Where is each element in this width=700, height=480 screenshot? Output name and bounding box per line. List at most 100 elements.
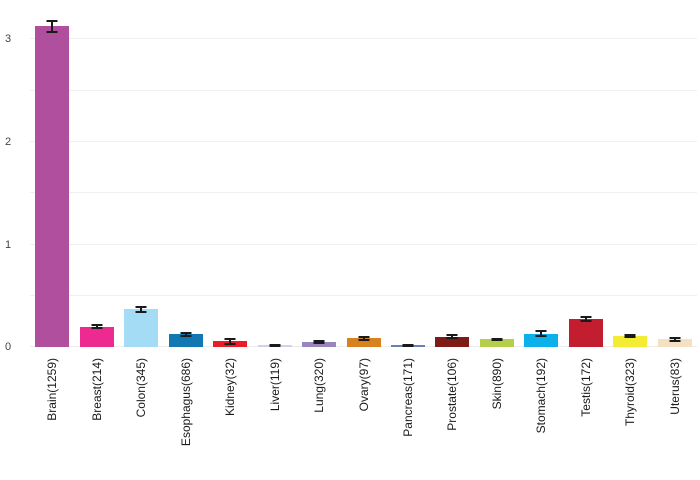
error-bar-cap-top-uterus xyxy=(669,336,681,339)
x-axis-label-slot: Brain(1259) xyxy=(30,358,74,446)
error-bar-breast xyxy=(95,324,98,329)
x-axis-label-colon: Colon(345) xyxy=(134,358,149,418)
bar-slot-kidney xyxy=(208,0,252,347)
bar-slot-prostate xyxy=(430,0,474,347)
x-axis-label-slot: Colon(345) xyxy=(119,358,163,446)
x-axis-label-slot: Liver(119) xyxy=(252,358,296,446)
bar-slot-uterus xyxy=(653,0,697,347)
x-axis-label-esophagus: Esophagus(686) xyxy=(178,358,193,447)
error-bar-cap-top-thyroid xyxy=(624,333,636,336)
bar-slot-skin xyxy=(475,0,519,347)
bar-slot-thyroid xyxy=(608,0,652,347)
error-bar-uterus xyxy=(673,337,676,341)
x-axis-label-prostate: Prostate(106) xyxy=(445,358,460,431)
x-axis-label-kidney: Kidney(32) xyxy=(223,358,238,417)
bar-slot-stomach xyxy=(519,0,563,347)
x-axis-label-breast: Breast(214) xyxy=(89,358,104,421)
bar-slot-ovary xyxy=(341,0,385,347)
error-bar-cap-bottom-testis xyxy=(580,320,592,323)
error-bar-cap-bottom-stomach xyxy=(535,335,547,338)
x-axis-label-slot: Breast(214) xyxy=(74,358,118,446)
error-bar-cap-top-pancreas xyxy=(402,343,414,346)
error-bar-colon xyxy=(140,306,143,312)
error-bar-cap-bottom-liver xyxy=(269,345,281,348)
gridline xyxy=(30,243,697,245)
error-bar-cap-bottom-esophagus xyxy=(180,334,192,337)
bar-colon xyxy=(124,309,159,347)
error-bar-cap-bottom-lung xyxy=(313,342,325,345)
y-axis: 0 1 2 3 xyxy=(0,0,26,353)
x-axis-label-slot: Prostate(106) xyxy=(430,358,474,446)
error-bar-cap-bottom-uterus xyxy=(669,339,681,342)
x-axis-label-skin: Skin(890) xyxy=(489,358,504,410)
error-bar-testis xyxy=(584,317,587,322)
x-axis-label-liver: Liver(119) xyxy=(267,358,282,412)
x-axis-label-lung: Lung(320) xyxy=(312,358,327,413)
bar-thyroid xyxy=(613,335,648,347)
x-axis-label-slot: Ovary(97) xyxy=(341,358,385,446)
bars-container xyxy=(30,0,697,348)
gridline xyxy=(30,89,697,91)
x-axis-label-slot: Kidney(32) xyxy=(208,358,252,446)
bar-slot-pancreas xyxy=(386,0,430,347)
x-axis-label-slot: Skin(890) xyxy=(475,358,519,446)
error-bar-cap-top-liver xyxy=(269,343,281,346)
bar-slot-breast xyxy=(74,0,118,347)
y-axis-tick-label: 0 xyxy=(5,341,12,353)
bar-breast xyxy=(79,326,114,347)
x-axis-label-thyroid: Thyroid(323) xyxy=(623,358,638,427)
error-bar-brain xyxy=(51,20,54,32)
error-bar-cap-top-testis xyxy=(580,316,592,319)
y-axis-tick-label: 3 xyxy=(5,33,12,46)
bar-esophagus xyxy=(168,334,203,347)
gridline xyxy=(30,38,697,40)
y-axis-tick-label: 2 xyxy=(5,135,12,148)
y-axis-tick-label: 1 xyxy=(5,238,12,251)
error-bar-cap-top-breast xyxy=(91,323,103,326)
gridline xyxy=(30,192,697,194)
x-axis-label-slot: Uterus(83) xyxy=(653,358,697,446)
bar-skin xyxy=(479,339,514,347)
error-bar-kidney xyxy=(229,338,232,344)
error-bar-cap-bottom-skin xyxy=(491,339,503,342)
gridline xyxy=(30,140,697,142)
bar-stomach xyxy=(524,333,559,347)
x-axis-label-slot: Esophagus(686) xyxy=(163,358,207,446)
error-bar-cap-bottom-ovary xyxy=(358,338,370,341)
error-bar-cap-bottom-breast xyxy=(91,327,103,330)
error-bar-ovary xyxy=(362,337,365,340)
x-axis-label-slot: Stomach(192) xyxy=(519,358,563,446)
gridline xyxy=(30,294,697,296)
error-bar-cap-top-ovary xyxy=(358,336,370,339)
bar-prostate xyxy=(435,336,470,347)
error-bar-cap-top-brain xyxy=(46,19,58,22)
bar-ovary xyxy=(346,338,381,347)
plot-area xyxy=(30,0,697,348)
error-bar-cap-top-skin xyxy=(491,337,503,340)
x-axis-label-stomach: Stomach(192) xyxy=(534,358,549,434)
error-bar-cap-top-stomach xyxy=(535,330,547,333)
bar-lung xyxy=(302,342,337,347)
x-axis-label-slot: Thyroid(323) xyxy=(608,358,652,446)
bar-slot-esophagus xyxy=(163,0,207,347)
x-axis-label-pancreas: Pancreas(171) xyxy=(400,358,415,437)
error-bar-stomach xyxy=(540,331,543,337)
error-bar-cap-top-kidney xyxy=(224,337,236,340)
x-axis-labels: Brain(1259) Breast(214) Colon(345) Esophagu… xyxy=(30,358,697,446)
error-bar-cap-bottom-colon xyxy=(135,310,147,313)
bar-slot-brain xyxy=(30,0,74,347)
error-bar-cap-bottom-prostate xyxy=(446,337,458,340)
error-bar-lung xyxy=(318,341,321,344)
bar-slot-colon xyxy=(119,0,163,347)
error-bar-cap-top-esophagus xyxy=(180,331,192,334)
error-bar-cap-top-colon xyxy=(135,305,147,308)
error-bar-cap-bottom-thyroid xyxy=(624,335,636,338)
bar-testis xyxy=(568,319,603,347)
x-axis-label-slot: Pancreas(171) xyxy=(386,358,430,446)
error-bar-cap-top-lung xyxy=(313,340,325,343)
x-axis-label-uterus: Uterus(83) xyxy=(667,358,682,415)
bar-slot-testis xyxy=(564,0,608,347)
bar-slot-lung xyxy=(297,0,341,347)
error-bar-cap-bottom-brain xyxy=(46,30,58,33)
